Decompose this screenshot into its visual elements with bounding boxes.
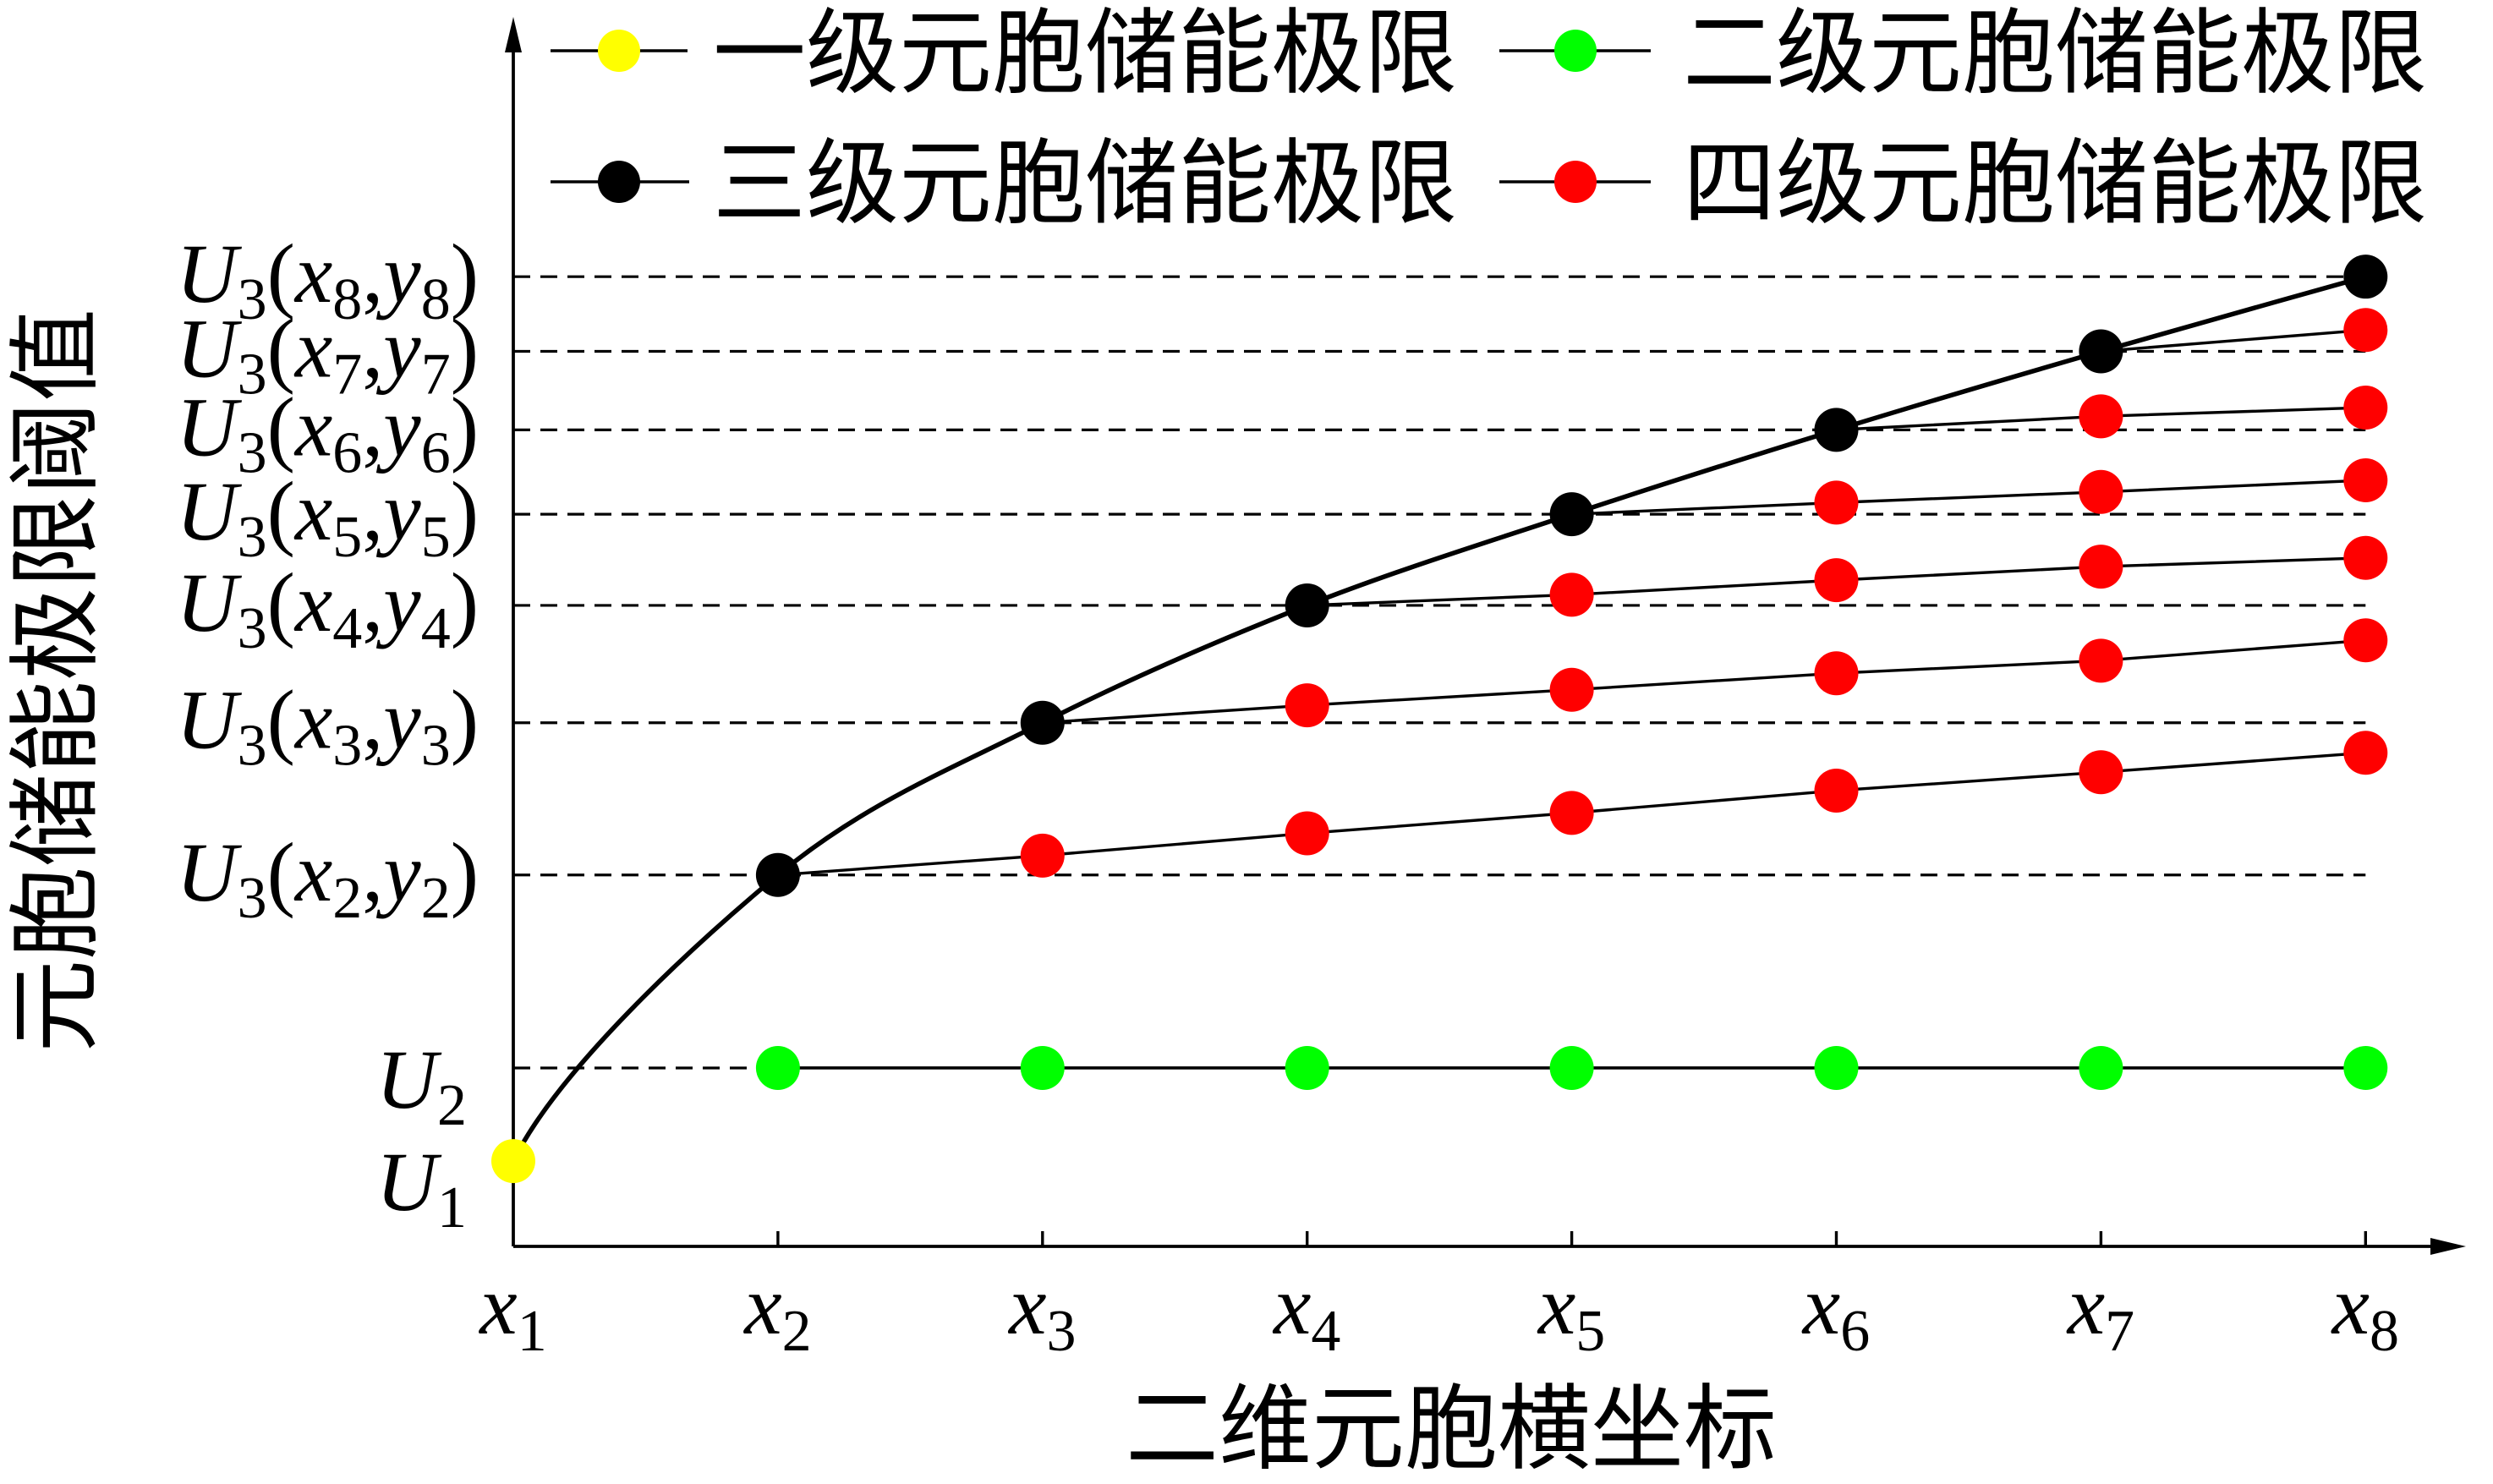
level-4-point-from-x5-at-x6 bbox=[1814, 480, 1859, 525]
level-1-point-x1 bbox=[491, 1139, 535, 1184]
axes bbox=[505, 17, 2466, 1255]
level-3-point-x8 bbox=[2343, 255, 2388, 299]
x-tick-label-6: x6 bbox=[1801, 1258, 1870, 1364]
y-tick-label-8: U3(x7,y7) bbox=[176, 301, 479, 407]
legend: 一级元胞储能极限 二级元胞储能极限 三级元胞储能极限 四级元胞储能极限 bbox=[551, 3, 2427, 236]
level-4-line-from-x3 bbox=[1042, 638, 2366, 725]
x-tick-label-3: x3 bbox=[1007, 1258, 1076, 1364]
level-2-point-x6 bbox=[1814, 1045, 1859, 1090]
x-tick-label-8: x8 bbox=[2331, 1258, 2399, 1364]
x-tick-label-4: x4 bbox=[1272, 1258, 1340, 1364]
level-4-point-from-x3-at-x4 bbox=[1285, 683, 1329, 728]
level-4-point-from-x4-at-x8 bbox=[2343, 535, 2388, 580]
level-4-line-from-x5 bbox=[1571, 479, 2366, 516]
level-3-point-x3 bbox=[1020, 700, 1065, 745]
level-3-point-x2 bbox=[755, 852, 800, 897]
level-4-point-from-x6-at-x8 bbox=[2343, 385, 2388, 430]
level-4-point-from-x5-at-x7 bbox=[2079, 469, 2123, 514]
x-tick-label-2: x2 bbox=[742, 1258, 811, 1364]
legend-marker-level-4 bbox=[1554, 161, 1597, 203]
level-4-point-from-x3-at-x5 bbox=[1549, 667, 1594, 712]
y-tick-label-9: U3(x8,y8) bbox=[176, 227, 479, 332]
level-2-point-x4 bbox=[1285, 1045, 1329, 1090]
legend-marker-level-2 bbox=[1554, 30, 1597, 72]
legend-label-level-4: 四级元胞储能极限 bbox=[1683, 133, 2427, 236]
level-4-line-from-x7 bbox=[2101, 328, 2366, 353]
level-4-point-from-x2-at-x8 bbox=[2343, 731, 2388, 775]
series-points bbox=[491, 255, 2388, 1184]
x-tick-labels: x1 x2 x3 x4 x5 x6 x7 x8 bbox=[478, 1258, 2399, 1364]
x-axis-arrow bbox=[2430, 1238, 2466, 1255]
level-4-point-from-x3-at-x7 bbox=[2079, 638, 2123, 683]
level-2-point-x3 bbox=[1020, 1045, 1065, 1090]
level-3-point-x4 bbox=[1285, 583, 1329, 627]
x-tick-label-1: x1 bbox=[478, 1258, 546, 1364]
y-axis-title: 元胞储能极限阈值 bbox=[5, 309, 108, 1053]
x-tick-label-5: x5 bbox=[1537, 1258, 1605, 1364]
level-2-point-x7 bbox=[2079, 1045, 2123, 1090]
level-2-point-x2 bbox=[755, 1045, 800, 1090]
legend-entry-level-3: 三级元胞储能极限 bbox=[551, 133, 1457, 236]
legend-label-level-3: 三级元胞储能极限 bbox=[713, 133, 1457, 236]
y-tick-label-5: U3(x4,y4) bbox=[176, 556, 479, 661]
reference-lines bbox=[513, 275, 2366, 1070]
legend-entry-level-2: 二级元胞储能极限 bbox=[1499, 3, 2427, 106]
level-3-point-x7 bbox=[2079, 329, 2123, 374]
y-tick-label-6: U3(x5,y5) bbox=[176, 464, 479, 570]
level-4-point-from-x2-at-x3 bbox=[1020, 833, 1065, 878]
legend-entry-level-1: 一级元胞储能极限 bbox=[551, 3, 1457, 106]
level-2-point-x8 bbox=[2343, 1045, 2388, 1090]
level-3-point-x5 bbox=[1549, 492, 1594, 537]
level-4-point-from-x2-at-x7 bbox=[2079, 750, 2123, 795]
legend-entry-level-4: 四级元胞储能极限 bbox=[1499, 133, 2427, 236]
level-4-point-from-x3-at-x6 bbox=[1814, 651, 1859, 696]
level-4-point-from-x4-at-x7 bbox=[2079, 545, 2123, 589]
level-4-point-from-x6-at-x7 bbox=[2079, 394, 2123, 439]
legend-marker-level-3 bbox=[598, 161, 640, 203]
x-axis-title: 二维元胞横坐标 bbox=[1126, 1378, 1777, 1481]
level-4-point-from-x3-at-x8 bbox=[2343, 618, 2388, 663]
y-tick-label-7: U3(x6,y6) bbox=[176, 380, 479, 485]
x-ticks bbox=[776, 1231, 2368, 1246]
level-4-point-from-x4-at-x6 bbox=[1814, 558, 1859, 603]
level-4-point-from-x2-at-x5 bbox=[1549, 791, 1594, 835]
x-tick-label-7: x7 bbox=[2066, 1258, 2134, 1364]
level-4-point-from-x5-at-x8 bbox=[2343, 458, 2388, 503]
level-4-point-from-x7-at-x8 bbox=[2343, 308, 2388, 353]
legend-marker-level-1 bbox=[598, 30, 640, 72]
level-4-point-from-x4-at-x5 bbox=[1549, 572, 1594, 617]
y-tick-label-3: U3(x2,y2) bbox=[176, 825, 479, 931]
y-tick-label-2: U2 bbox=[376, 1032, 467, 1138]
legend-label-level-1: 一级元胞储能极限 bbox=[713, 3, 1457, 106]
level-4-point-from-x2-at-x4 bbox=[1285, 811, 1329, 856]
y-tick-label-1: U1 bbox=[376, 1135, 467, 1240]
y-axis-arrow bbox=[505, 17, 522, 52]
level-3-point-x6 bbox=[1814, 408, 1859, 452]
level-2-point-x5 bbox=[1549, 1045, 1594, 1090]
y-tick-label-4: U3(x3,y3) bbox=[176, 673, 479, 779]
legend-label-level-2: 二级元胞储能极限 bbox=[1683, 3, 2427, 106]
level-4-point-from-x2-at-x6 bbox=[1814, 768, 1859, 813]
